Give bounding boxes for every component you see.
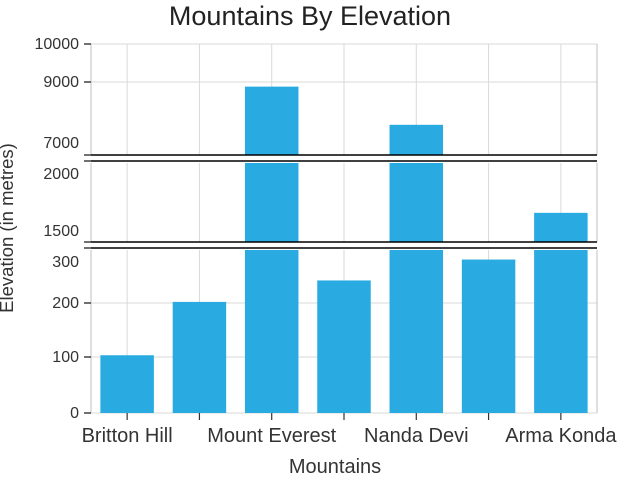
svg-text:1500: 1500 bbox=[43, 223, 79, 240]
svg-text:Mount Everest: Mount Everest bbox=[207, 425, 336, 447]
svg-text:Mountains By Elevation: Mountains By Elevation bbox=[169, 1, 451, 31]
svg-text:10000: 10000 bbox=[35, 36, 80, 53]
svg-text:Nanda Devi: Nanda Devi bbox=[364, 425, 469, 447]
svg-text:100: 100 bbox=[52, 349, 79, 366]
svg-text:2000: 2000 bbox=[43, 166, 79, 183]
svg-text:Elevation (in metres): Elevation (in metres) bbox=[0, 143, 17, 313]
svg-text:200: 200 bbox=[52, 295, 79, 312]
svg-text:Mountains: Mountains bbox=[289, 456, 381, 478]
svg-text:7000: 7000 bbox=[43, 135, 79, 152]
svg-text:0: 0 bbox=[70, 405, 79, 422]
svg-text:Britton Hill: Britton Hill bbox=[82, 425, 173, 447]
svg-text:9000: 9000 bbox=[43, 74, 79, 91]
svg-text:Arma Konda: Arma Konda bbox=[505, 425, 617, 447]
svg-text:300: 300 bbox=[52, 254, 79, 271]
